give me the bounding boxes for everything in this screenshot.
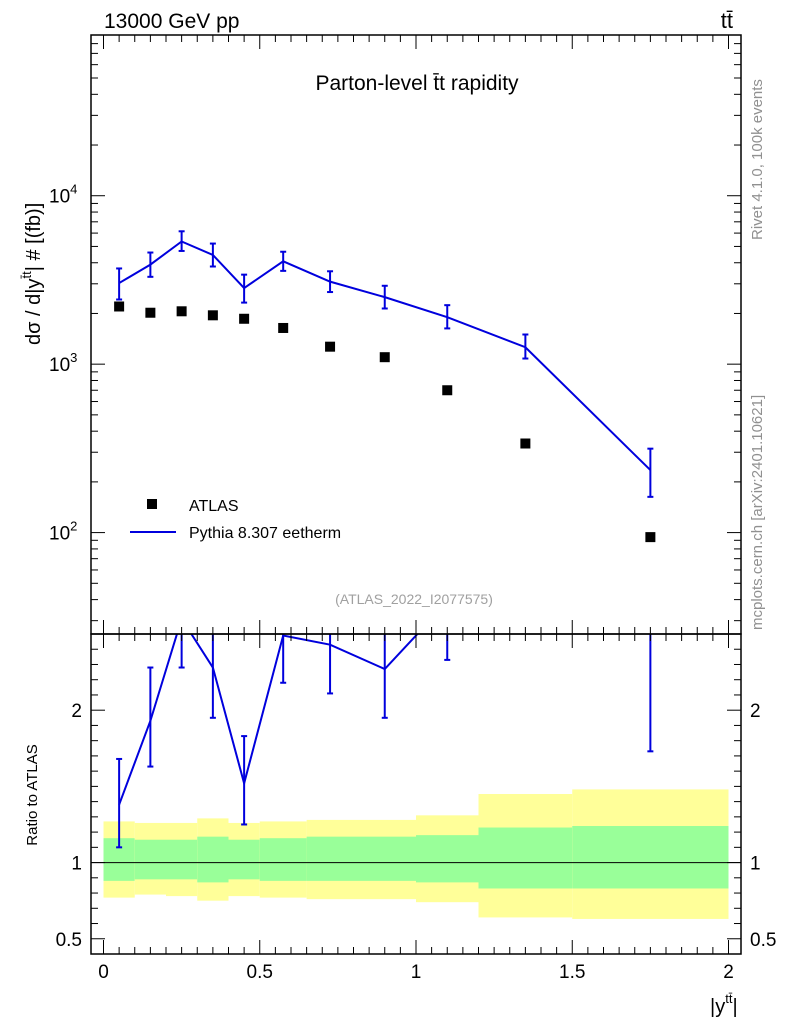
inner-band-4 xyxy=(228,839,260,880)
mcplots-label: mcplots.cern.ch [arXiv:2401.10621] xyxy=(749,395,766,630)
legend-pythia-label: Pythia 8.307 eetherm xyxy=(189,525,341,542)
inner-band-1 xyxy=(134,839,166,880)
atlas-point-5 xyxy=(278,322,289,333)
main-ytick-base: 10 xyxy=(49,355,70,376)
main-ytick-label-1: 103 xyxy=(49,350,77,376)
inner-band-2 xyxy=(166,839,198,880)
atlas-point-9 xyxy=(520,438,531,449)
ratio-ytick-label-right-2: 2 xyxy=(750,701,761,722)
x-axis-label-tail: | xyxy=(732,996,737,1018)
atlas-point-0 xyxy=(114,301,125,312)
atlas-point-10 xyxy=(645,532,656,543)
plot-title: Parton-level t̄t rapidity xyxy=(315,72,519,95)
atlas-point-1 xyxy=(145,307,156,318)
main-ytick-label-2: 104 xyxy=(49,182,77,208)
inner-band-5 xyxy=(259,838,307,881)
atlas-point-8 xyxy=(442,385,453,396)
ratio-ytick-label-left-1: 1 xyxy=(71,854,82,875)
xtick-label-0: 0 xyxy=(98,962,109,983)
xtick-label-3: 1.5 xyxy=(559,962,585,983)
main-ytick-exp: 3 xyxy=(70,350,77,365)
ratio-ytick-label-right-0: 0.5 xyxy=(750,930,776,951)
inner-band-3 xyxy=(197,836,229,883)
ratio-ytick-label-left-0: 0.5 xyxy=(56,930,82,951)
main-ytick-label-0: 102 xyxy=(49,519,77,545)
process-label: tt̄ xyxy=(721,8,733,33)
atlas-point-7 xyxy=(379,352,390,363)
main-ytick-exp: 2 xyxy=(70,519,77,534)
main-ytick-base: 10 xyxy=(49,524,70,545)
xtick-label-2: 1 xyxy=(411,962,422,983)
ratio-ytick-label-left-2: 2 xyxy=(71,701,82,722)
main-y-axis-label-unit: | # [(fb)] xyxy=(23,203,45,272)
main-y-axis-label: dσ / d|yt̄t| # [(fb)] xyxy=(19,203,45,345)
inner-band-9 xyxy=(478,827,573,889)
inner-band-7 xyxy=(353,836,416,881)
xtick-label-4: 2 xyxy=(723,962,734,983)
inner-band-10 xyxy=(572,826,729,889)
legend-atlas-marker xyxy=(147,499,157,509)
ratio-y-axis-label: Ratio to ATLAS xyxy=(24,744,41,845)
main-y-axis-label-sup: t̄t xyxy=(19,271,34,279)
atlas-point-6 xyxy=(325,341,336,352)
rivet-label: Rivet 4.1.0, 100k events xyxy=(749,79,766,240)
analysis-id: (ATLAS_2022_I2077575) xyxy=(335,591,493,607)
atlas-point-2 xyxy=(176,306,187,317)
main-frame xyxy=(90,34,742,635)
energy-label: 13000 GeV pp xyxy=(104,10,239,33)
atlas-point-3 xyxy=(207,310,218,321)
inner-band-6 xyxy=(306,836,354,881)
atlas-point-4 xyxy=(239,313,250,324)
legend: ATLAS Pythia 8.307 eetherm xyxy=(130,498,341,542)
main-curve xyxy=(116,230,654,498)
x-axis-label-sup: tt̄ xyxy=(725,991,733,1006)
x-axis-label: |ytt̄| xyxy=(710,991,738,1018)
x-axis-label-text: |y xyxy=(710,996,725,1018)
main-ytick-exp: 4 xyxy=(70,182,77,197)
ratio-uncertainty-bands xyxy=(91,789,741,919)
main-y-axis-label-text: dσ / d|y xyxy=(23,279,45,345)
inner-band-8 xyxy=(416,835,479,883)
xtick-label-1: 0.5 xyxy=(247,962,273,983)
atlas-markers xyxy=(114,301,656,543)
ratio-ytick-label-right-1: 1 xyxy=(750,854,761,875)
legend-atlas-label: ATLAS xyxy=(189,498,239,515)
main-ytick-base: 10 xyxy=(49,187,70,208)
